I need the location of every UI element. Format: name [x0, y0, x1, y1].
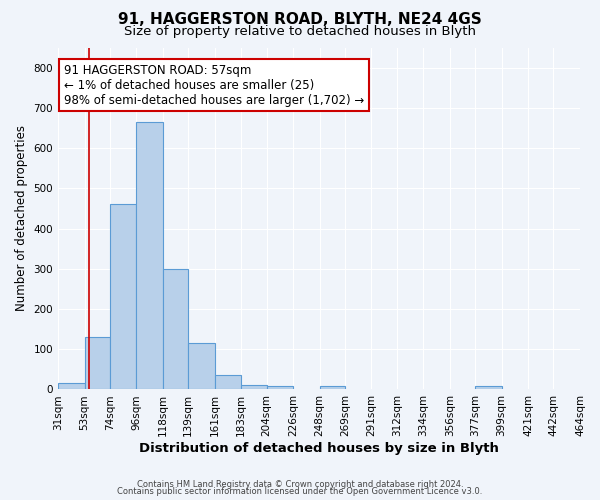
Bar	[58, 384, 85, 390]
Bar	[320, 386, 345, 390]
Text: 91, HAGGERSTON ROAD, BLYTH, NE24 4GS: 91, HAGGERSTON ROAD, BLYTH, NE24 4GS	[118, 12, 482, 28]
Text: Size of property relative to detached houses in Blyth: Size of property relative to detached ho…	[124, 25, 476, 38]
Bar	[475, 386, 502, 390]
Y-axis label: Number of detached properties: Number of detached properties	[15, 126, 28, 312]
Bar	[163, 269, 188, 390]
Text: Contains HM Land Registry data © Crown copyright and database right 2024.: Contains HM Land Registry data © Crown c…	[137, 480, 463, 489]
Bar	[110, 204, 136, 390]
Bar	[136, 122, 163, 390]
X-axis label: Distribution of detached houses by size in Blyth: Distribution of detached houses by size …	[139, 442, 499, 455]
Bar	[215, 376, 241, 390]
Bar	[85, 337, 110, 390]
Text: 91 HAGGERSTON ROAD: 57sqm
← 1% of detached houses are smaller (25)
98% of semi-d: 91 HAGGERSTON ROAD: 57sqm ← 1% of detach…	[64, 64, 364, 106]
Text: Contains public sector information licensed under the Open Government Licence v3: Contains public sector information licen…	[118, 487, 482, 496]
Bar	[188, 343, 215, 390]
Bar	[266, 386, 293, 390]
Bar	[241, 384, 266, 390]
